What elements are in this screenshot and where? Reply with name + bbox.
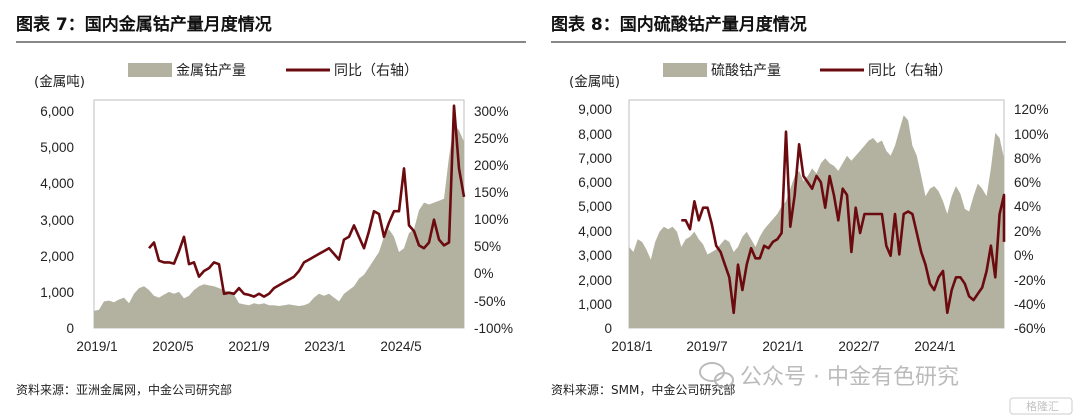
chart-7-yoy-line: [148, 104, 466, 298]
chart-8-legend: 硫酸钴产量 同比（右轴）: [663, 63, 952, 79]
chart-8-ytick-left-8: 8,000: [578, 127, 612, 142]
chart-7-title: 图表 7：国内金属钴产量月度情况: [16, 14, 272, 35]
chart-8-area-series: [629, 115, 1004, 328]
chart-8-ytick-left-3: 3,000: [578, 248, 612, 263]
chart-7: 图表 7：国内金属钴产量月度情况 (金属吨) 金属钴产量 同比（右轴） 0 1,…: [16, 14, 526, 397]
chart-7-xtick-0: 2019/1: [76, 339, 117, 354]
chart-7-ytick-right-6: 200%: [474, 158, 509, 173]
chart-7-ytick-right-1: -50%: [474, 294, 506, 309]
chart-8-ytick-left-5: 5,000: [578, 199, 612, 214]
chart-8-ytick-right-9: 120%: [1014, 102, 1049, 117]
chart-8-ytick-right-2: -20%: [1014, 273, 1046, 288]
chart-8-xtick-4: 2024/1: [914, 339, 955, 354]
chart-7-xtick-2: 2021/9: [228, 339, 269, 354]
chart-7-xtick-3: 2023/1: [304, 339, 345, 354]
chart-8-ytick-left-9: 9,000: [578, 102, 612, 117]
chart-8-ytick-right-7: 80%: [1014, 151, 1041, 166]
chart-8-ytick-left-6: 6,000: [578, 175, 612, 190]
chart-8: 图表 8：国内硫酸钴产量月度情况 (金属吨) 硫酸钴产量 同比（右轴） 0 1,…: [551, 14, 1066, 397]
chart-7-legend-line-label: 同比（右轴）: [334, 63, 418, 79]
chart-7-ytick-left-5: 5,000: [40, 140, 74, 155]
chart-8-ytick-right-4: 20%: [1014, 224, 1041, 239]
chart-7-ytick-left-2: 2,000: [40, 249, 74, 264]
chart-8-legend-line-label: 同比（右轴）: [868, 63, 952, 79]
chart-7-ytick-right-8: 300%: [474, 104, 509, 119]
chart-7-area-series: [94, 124, 464, 328]
chart-7-ytick-right-7: 250%: [474, 131, 509, 146]
chart-8-xtick-2: 2021/1: [762, 339, 803, 354]
chart-8-ytick-right-0: -60%: [1014, 321, 1046, 336]
chart-8-legend-area-swatch: [663, 63, 707, 77]
chart-7-xtick-1: 2020/5: [152, 339, 193, 354]
watermark-text: 公众号 · 中金有色研究: [740, 365, 959, 390]
chart-8-yoy-line: [681, 130, 1006, 315]
chart-7-ytick-left-6: 6,000: [40, 104, 74, 119]
chart-8-right-ticks: -60% -40% -20% 0% 20% 40% 60% 80% 100% 1…: [1014, 102, 1049, 336]
chart-8-source: 资料来源：SMM，中金公司研究部: [551, 382, 735, 397]
chart-7-ytick-left-3: 3,000: [40, 213, 74, 228]
chart-8-legend-area-label: 硫酸钴产量: [711, 63, 781, 79]
chart-8-ytick-left-7: 7,000: [578, 151, 612, 166]
chart-8-xtick-3: 2022/7: [838, 339, 879, 354]
chart-7-ytick-right-0: -100%: [474, 321, 513, 336]
chart-7-ytick-left-1: 1,000: [40, 285, 74, 300]
chart-8-ytick-left-2: 2,000: [578, 273, 612, 288]
chart-8-title: 图表 8：国内硫酸钴产量月度情况: [551, 14, 807, 35]
chart-7-legend: 金属钴产量 同比（右轴）: [128, 63, 418, 79]
chart-8-ytick-right-8: 100%: [1014, 127, 1049, 142]
chart-7-legend-area-label: 金属钴产量: [176, 63, 246, 79]
chart-8-ytick-right-5: 40%: [1014, 199, 1041, 214]
chart-7-left-ticks: 0 1,000 2,000 3,000 4,000 5,000 6,000: [40, 104, 74, 336]
chart-7-left-axis-unit: (金属吨): [34, 74, 85, 90]
chart-8-ytick-left-0: 0: [604, 321, 612, 336]
chart-8-ytick-right-3: 0%: [1014, 248, 1034, 263]
watermark: 公众号 · 中金有色研究 格隆汇: [699, 362, 1073, 415]
chart-8-xtick-1: 2019/7: [686, 339, 727, 354]
chart-8-left-axis-unit: (金属吨): [569, 74, 620, 90]
chart-8-ytick-right-1: -40%: [1014, 297, 1046, 312]
chart-7-source: 资料来源：亚洲金属网，中金公司研究部: [16, 382, 232, 397]
chart-7-ytick-right-4: 100%: [474, 212, 509, 227]
chart-7-right-ticks: -100% -50% 0% 50% 100% 150% 200% 250% 30…: [474, 104, 513, 336]
chart-7-xtick-4: 2024/5: [380, 339, 421, 354]
chart-7-ytick-left-0: 0: [66, 321, 74, 336]
watermark-badge: 格隆汇: [1026, 399, 1059, 413]
chart-7-ytick-right-2: 0%: [474, 266, 494, 281]
watermark-badge-frame: [1009, 397, 1073, 415]
chart-7-x-ticks: 2019/1 2020/5 2021/9 2023/1 2024/5: [76, 339, 421, 354]
chart-7-legend-area-swatch: [128, 63, 172, 77]
chart-8-x-ticks: 2018/1 2019/7 2021/1 2022/7 2024/1: [611, 339, 955, 354]
chart-8-xtick-0: 2018/1: [611, 339, 652, 354]
chart-8-ytick-left-4: 4,000: [578, 224, 612, 239]
wechat-icon: [699, 362, 734, 388]
chart-8-ytick-left-1: 1,000: [578, 297, 612, 312]
chart-7-ytick-left-4: 4,000: [40, 176, 74, 191]
chart-7-ytick-right-5: 150%: [474, 185, 509, 200]
chart-8-left-ticks: 0 1,000 2,000 3,000 4,000 5,000 6,000 7,…: [578, 102, 612, 336]
chart-7-ytick-right-3: 50%: [474, 239, 501, 254]
chart-8-ytick-right-6: 60%: [1014, 175, 1041, 190]
